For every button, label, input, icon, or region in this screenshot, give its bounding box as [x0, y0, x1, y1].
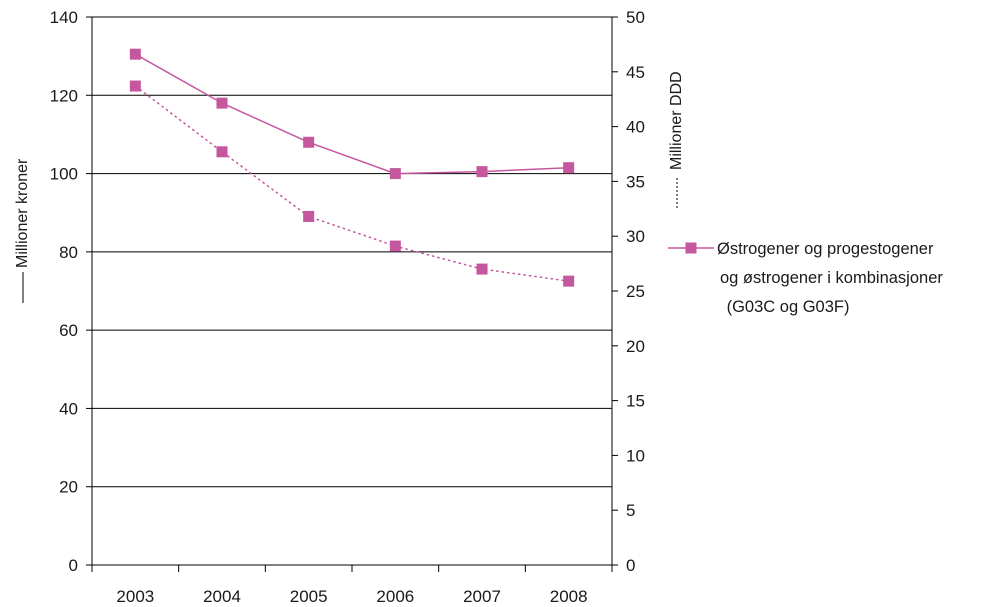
axes: [91, 17, 613, 571]
series-line-ddd: [134, 85, 569, 282]
right-tick-label: 30: [626, 227, 645, 246]
x-tick-label: 2007: [463, 587, 501, 606]
data-point-ddd-2003: [129, 80, 141, 92]
left-tick-label: 60: [59, 321, 78, 340]
data-point-ddd-2007: [476, 263, 488, 275]
series-group: [129, 48, 575, 287]
right-tick-label: 15: [626, 392, 645, 411]
x-tick-label: 2004: [203, 587, 241, 606]
legend-label-line-1: Østrogener og progestogener: [717, 240, 934, 258]
x-tick-label: 2006: [376, 587, 414, 606]
x-tick-label: 2003: [116, 587, 154, 606]
right-tick-label: 45: [626, 63, 645, 82]
right-tick-label: 0: [626, 556, 635, 575]
legend: Østrogener og progestogener og østrogene…: [668, 240, 943, 316]
data-point-kroner-2004: [216, 97, 228, 109]
data-point-kroner-2005: [303, 136, 315, 148]
left-y-ticks: 0 20 40 60 80 100 120 140: [50, 8, 92, 575]
right-tick-label: 10: [626, 446, 645, 465]
data-point-ddd-2006: [389, 240, 401, 252]
right-tick-label: 25: [626, 282, 645, 301]
right-tick-label: 35: [626, 172, 645, 191]
left-tick-label: 100: [50, 165, 78, 184]
data-point-ddd-2005: [303, 210, 315, 222]
left-tick-label: 80: [59, 243, 78, 262]
right-axis-title: Millioner DDD: [668, 71, 685, 208]
right-tick-label: 20: [626, 337, 645, 356]
left-axis-title: Millioner kroner: [14, 158, 31, 303]
legend-marker: [685, 242, 697, 254]
x-axis-ticks: 2003 2004 2005 2006 2007 2008: [91, 565, 613, 606]
data-point-kroner-2007: [476, 166, 488, 178]
left-tick-label: 40: [59, 399, 78, 418]
right-tick-label: 40: [626, 118, 645, 137]
x-tick-label: 2008: [550, 587, 588, 606]
left-tick-label: 140: [50, 8, 78, 27]
left-axis-label: Millioner kroner: [14, 158, 31, 268]
right-axis-label: Millioner DDD: [668, 71, 685, 170]
right-tick-label: 5: [626, 501, 635, 520]
x-tick-label: 2005: [290, 587, 328, 606]
data-point-ddd-2008: [563, 275, 575, 287]
left-tick-label: 120: [50, 86, 78, 105]
data-point-kroner-2003: [129, 48, 141, 60]
left-tick-label: 20: [59, 478, 78, 497]
legend-label-line-3: (G03C og G03F): [722, 298, 849, 316]
data-point-kroner-2008: [563, 162, 575, 174]
right-tick-label: 50: [626, 8, 645, 27]
legend-label-line-2: og østrogener i kombinasjoner: [720, 269, 943, 287]
right-y-ticks: 0 5 10 15 20 25 30 35 40 45 50: [612, 8, 645, 575]
data-point-ddd-2004: [216, 146, 228, 158]
data-point-kroner-2006: [389, 168, 401, 180]
series-line-kroner: [134, 53, 569, 175]
left-tick-label: 0: [69, 556, 78, 575]
gridlines: [92, 16, 612, 488]
